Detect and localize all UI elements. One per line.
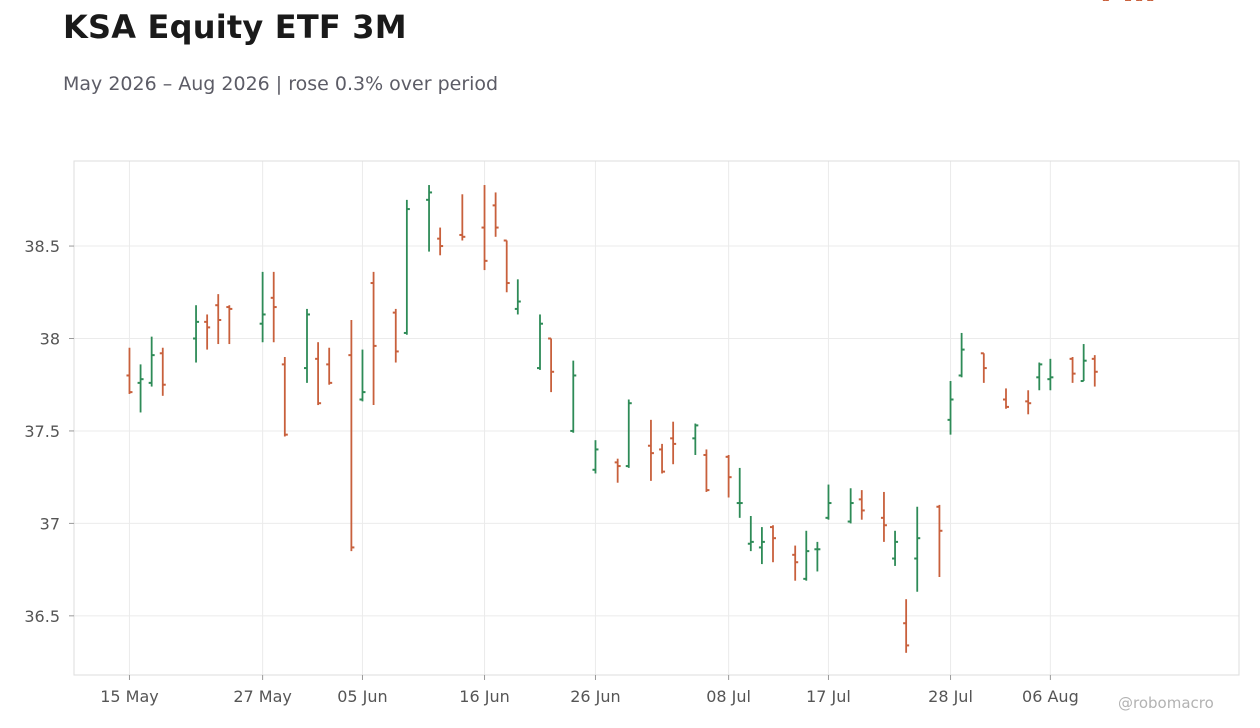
watermark: @robomacro [1118, 694, 1214, 712]
chart-subtitle: May 2026 – Aug 2026 | rose 0.3% over per… [63, 73, 499, 95]
ohlc-bar [304, 308, 310, 383]
ohlc-bar [670, 421, 677, 465]
ohlc-bar [437, 227, 444, 256]
ohlc-bar [747, 515, 754, 552]
ohlc-bar [148, 336, 155, 387]
ohlc-bar [492, 192, 499, 237]
ohlc-bar [481, 185, 488, 271]
x-axis: 15 May 27 May 05 Jun 16 Jun 26 Jun 08 Jul 17 J… [100, 675, 1079, 706]
ohlc-bar [259, 271, 266, 343]
ohlc-bar [204, 314, 211, 350]
ohlc-bar [858, 490, 865, 520]
ohlc-bar [281, 356, 288, 437]
x-tick-label: 06 Aug [1022, 687, 1079, 706]
ohlc-bar [159, 347, 166, 396]
ohlc-bar [570, 360, 577, 433]
ohlc-bar [814, 541, 821, 572]
ohlc-bar [359, 349, 366, 402]
ohlc-bar [758, 527, 765, 565]
ohlc-bar [803, 530, 810, 581]
ohlc-bar [226, 305, 233, 345]
ohlc-bar [825, 484, 832, 520]
ohlc-bar [1036, 362, 1043, 391]
ohlc-bar [326, 347, 333, 385]
ohlc-bar [270, 271, 277, 343]
ohlc-bars [126, 0, 1154, 653]
ohlc-bar [736, 467, 743, 518]
ohlc-bar [1003, 388, 1009, 409]
ohlc-bar [659, 443, 666, 474]
ohlc-bar [958, 332, 965, 378]
x-tick-label: 26 Jun [570, 687, 620, 706]
ohlc-bar [137, 364, 144, 413]
ohlc-bar [936, 504, 943, 578]
ohlc-bar [625, 399, 632, 468]
x-tick-label: 28 Jul [928, 687, 973, 706]
x-tick-label: 17 Jul [806, 687, 851, 706]
y-tick-label: 36.5 [24, 607, 60, 626]
ohlc-bar [647, 419, 654, 481]
grid-lines [74, 161, 1239, 675]
x-tick-label: 08 Jul [706, 687, 751, 706]
x-tick-label: 16 Jun [459, 687, 509, 706]
ohlc-bar [692, 423, 699, 455]
ohlc-bar [537, 314, 543, 370]
ohlc-bar [370, 271, 377, 406]
y-axis: 36.5 37 37.5 38 38.5 [24, 237, 74, 626]
ohlc-bar [514, 279, 521, 315]
ohlc-bar [1080, 344, 1087, 383]
ohlc-bar [614, 458, 621, 483]
y-tick-label: 38.5 [24, 237, 60, 256]
ohlc-bar [703, 449, 710, 492]
y-tick-label: 37 [40, 514, 60, 533]
ohlc-bar [892, 530, 899, 566]
ohlc-bar [459, 194, 466, 241]
ohlc-bar [947, 381, 954, 435]
chart-title: KSA Equity ETF 3M [63, 8, 407, 46]
ohlc-bar [770, 525, 776, 563]
ohlc-bar [592, 440, 599, 474]
ohlc-bar [548, 337, 555, 393]
ohlc-bar [914, 506, 921, 592]
ohlc-bar [725, 454, 732, 498]
ohlc-bar [1091, 355, 1098, 387]
ohlc-bar [792, 545, 799, 581]
y-tick-label: 37.5 [24, 422, 60, 441]
plot-frame [73, 160, 1240, 676]
x-tick-label: 15 May [100, 687, 159, 706]
ohlc-bar [1025, 390, 1032, 415]
ohlc-bar [193, 305, 200, 363]
ohlc-bar [348, 320, 355, 552]
ohlc-bar [392, 308, 399, 363]
ohlc-bar [1069, 356, 1076, 383]
y-tick-label: 38 [40, 329, 60, 348]
ohlc-bar [426, 185, 433, 252]
ohlc-bar [403, 199, 410, 335]
x-tick-label: 27 May [233, 687, 292, 706]
ohlc-bar [315, 342, 322, 406]
x-tick-label: 05 Jun [337, 687, 387, 706]
ohlc-bar [503, 239, 510, 293]
ohlc-bar [880, 491, 887, 542]
ohlc-bar [903, 599, 910, 653]
ohlc-bar [126, 347, 133, 394]
ohlc-bar [1047, 358, 1054, 391]
ohlc-bar [847, 488, 854, 524]
ohlc-bar [980, 352, 987, 383]
ohlc-bar [215, 294, 222, 345]
